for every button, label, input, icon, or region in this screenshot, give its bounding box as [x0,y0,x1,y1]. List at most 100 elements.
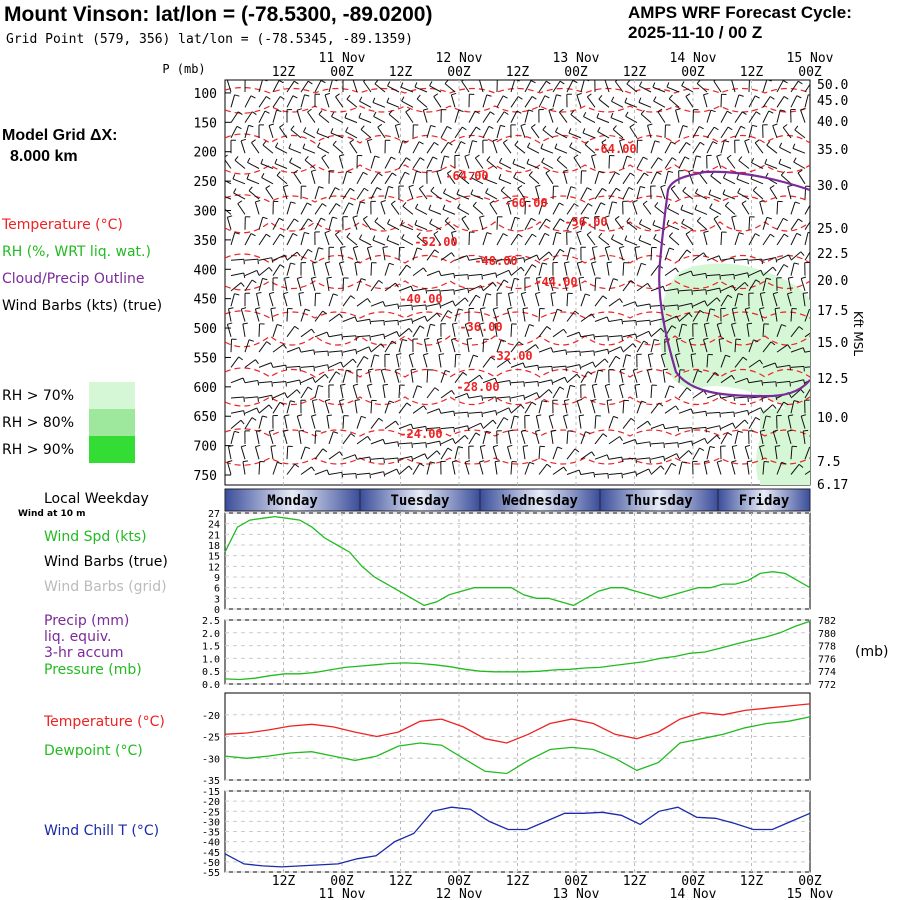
wind-barb-flag [759,200,765,203]
wind-barb-flag [703,92,709,96]
wind-barb-flag [382,383,388,386]
wind-barb-flag [615,187,621,192]
wind-barb [578,415,582,429]
wind-barb-flag [544,232,550,237]
wind-barb-flag [326,331,330,337]
wind-barb [230,419,242,429]
wind-barb-flag [559,108,564,113]
wind-barb [688,171,694,184]
wind-barb-flag [569,384,576,388]
wind-barb-flag [335,231,340,235]
wind-barb [769,187,778,200]
wind-barb-flag [698,126,704,130]
wind-barb [790,95,798,108]
wind-barb [226,80,232,93]
wind-barb-flag [228,444,234,447]
wind-barb-flag [585,293,591,297]
wind-panel-title: Wind at 10 m [18,509,86,519]
wind-barb-flag [402,339,408,342]
legend-rh80-label: RH > 80% [2,415,75,431]
wind-barb-flag [737,430,743,433]
wind-barb-flag [498,174,502,180]
wind-barb-flag [731,460,737,463]
wind-barb [608,416,614,429]
wind-barb [692,289,706,292]
wind-barb [372,101,386,108]
wind-barb [258,415,263,429]
wind-barb-flag [557,308,563,312]
wind-barb [268,125,274,139]
wind-barb [734,339,737,353]
wind-barb-flag [425,288,428,294]
wind-barb-flag [292,232,298,237]
wind-barb-flag [747,460,753,463]
wind-barb [566,293,569,307]
wind-barb-flag [304,308,310,312]
bottom-time-label: 12Z [740,874,764,889]
wind-barb [734,126,742,139]
wind-barb-flag [332,140,337,146]
wind-barb-flag [344,112,348,118]
wind-barb-flag [451,92,457,96]
wind-barb [258,341,268,353]
wind-barb [507,201,512,215]
wind-barb-flag [332,293,338,296]
wind-barb [440,437,454,445]
wind-barb [804,232,809,246]
wind-barb-flag [475,126,481,131]
wind-barb [776,80,784,93]
wind-barb-flag [346,170,352,174]
wind-barb-flag [360,201,366,204]
bottom-date-label: 15 Nov [787,887,834,900]
wind-barb [601,142,610,154]
wind-barb [258,278,263,292]
wind-barb [566,203,575,215]
wind-barb-flag [495,410,498,416]
wind-barb [254,308,260,322]
kft-tick-label: 10.0 [817,411,848,426]
wind-barb-flag [472,201,477,207]
wind-barb-flag [694,204,698,210]
wind-chill-line [224,806,811,868]
wind-barb [244,269,258,277]
wind-barb-flag [653,96,657,102]
wind-barb [524,324,530,337]
wind-barb [678,156,686,169]
wind-barb-flag [591,261,597,264]
wind-barb-flag [382,301,386,307]
pressure-tick-label: 400 [194,263,217,278]
wind-barb [790,464,800,475]
wind-barb [412,405,424,414]
wind-barb-flag [262,80,268,82]
wind-barb [510,278,515,292]
wind-barb [624,102,638,108]
wind-barb [286,400,291,414]
wind-barb [776,380,790,384]
wind-barb-flag [709,203,713,209]
wind-barb [496,95,504,108]
wind-barb-flag [775,445,781,447]
wind-barb-flag [564,261,570,264]
wind-barb-flag [471,173,475,179]
wind-barb-flag [584,216,590,219]
wind-barb [678,450,690,460]
wind-barb-flag [760,291,766,294]
wind-barb-flag [503,279,509,283]
wind-barb [524,233,533,246]
wind-barb-flag [662,424,666,430]
wind-barb-flag [438,353,444,356]
wind-barb [450,339,456,353]
wind-barb [556,159,568,169]
wind-barb [300,202,308,215]
wind-barb [274,163,288,169]
wind-barb-flag [798,326,804,330]
wind-barb [650,384,653,399]
wind-barb [706,287,720,292]
wind-barb-flag [591,313,595,319]
wind-barb-flag [585,431,591,434]
wind-barb [552,202,560,215]
wind-barb [604,385,610,399]
wind-barb-flag [251,279,257,284]
legend-wind-barbs: Wind Barbs (kts) (true) [2,298,163,314]
wind-barb-flag [433,230,439,235]
